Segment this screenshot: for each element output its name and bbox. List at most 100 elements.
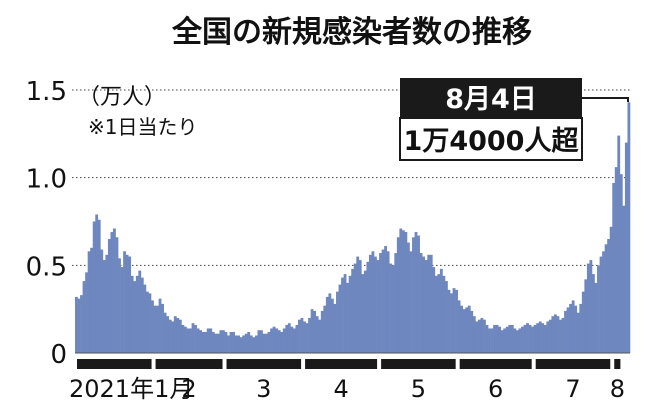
bar [485,324,489,353]
bar [472,316,476,353]
bar [460,305,464,353]
bar [523,324,527,353]
bar [551,316,555,353]
bar [490,328,494,353]
bar [292,328,296,353]
bar [151,300,154,353]
annotation: 8月4日 1万4000人超 [399,78,629,161]
month-label: 2021年1月 [69,375,193,403]
bar [346,282,349,353]
bar [394,253,398,353]
bar [528,324,532,353]
bar [389,263,393,353]
bar [145,291,149,353]
bar [320,310,324,353]
month-label: 8 [610,375,625,403]
month-segment [305,359,378,369]
bar [543,324,547,353]
bar [178,319,182,353]
month-label: 7 [565,375,580,403]
bar [237,335,241,353]
bar [333,303,337,353]
bar [505,326,509,353]
y-tick-label: 0.5 [26,252,67,282]
bar [384,246,388,353]
bar [249,335,253,353]
bar [313,310,317,353]
bar [232,331,235,353]
bar [579,303,583,353]
bar [386,251,390,353]
bar [270,328,273,353]
bar [191,323,195,353]
bar [315,316,319,353]
bar [138,270,142,353]
bar [338,284,342,353]
bar [92,221,96,353]
bar [90,247,94,353]
bar [105,254,109,353]
bar [336,291,339,353]
bar [214,333,218,353]
bar [419,253,423,353]
bar [366,261,370,353]
bar [201,331,205,353]
bar [602,251,605,353]
bar [328,293,332,353]
bar [95,214,99,353]
bar [538,321,542,353]
bar [624,142,628,353]
note-label: ※1日当たり [88,115,197,139]
bar [434,275,438,353]
bar [566,307,570,353]
bar [363,270,367,353]
bar [477,319,481,353]
bar [171,321,175,353]
bar [75,296,78,353]
month-label: 4 [333,375,348,403]
bar [404,232,408,353]
bar [305,323,309,353]
bar [123,251,126,353]
bar [211,331,215,353]
bar [589,260,593,353]
bar [457,300,461,353]
bar [483,319,486,353]
bars [75,102,631,354]
bar [508,324,512,353]
bar [229,331,233,353]
bar [409,251,413,353]
bar [199,330,203,353]
bar [133,281,137,353]
bar [85,272,88,353]
bar [135,275,139,353]
bar [82,281,86,353]
bar [325,296,329,353]
bar [358,260,362,353]
bar [227,335,230,353]
bar [247,331,251,353]
bar [298,319,301,353]
bar [406,242,410,353]
bar [439,268,443,353]
bar [521,326,524,353]
bar [531,326,534,353]
bar [166,316,170,353]
bar [619,174,623,353]
bar [561,317,565,353]
bar [244,333,248,353]
bar [254,335,258,353]
bar [480,317,484,353]
bar [125,254,129,353]
bar [379,253,382,353]
bar [107,239,111,353]
bar [604,244,608,353]
month-segment [459,359,532,369]
bar [194,324,197,353]
bar [163,312,167,353]
bar [368,254,372,353]
bar [581,291,585,353]
bar [609,226,613,353]
bar [295,324,299,353]
bar [118,258,121,353]
